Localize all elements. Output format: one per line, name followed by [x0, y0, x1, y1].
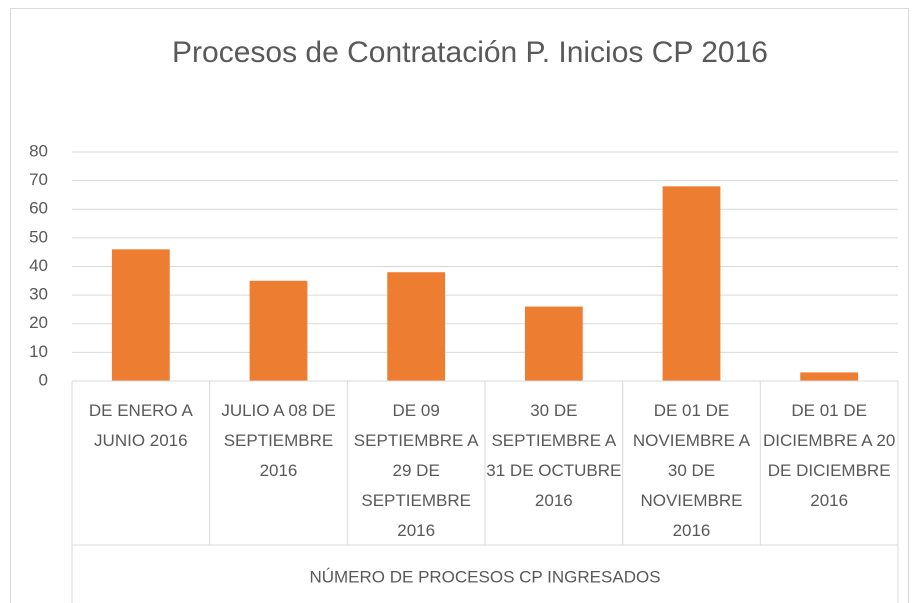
x-tick-label-box: DE 01 DE NOVIEMBRE A 30 DE NOVIEMBRE 201…	[632, 401, 751, 540]
bar	[111, 249, 170, 381]
y-tick-label: 70	[29, 170, 48, 189]
x-tick-label: DE 09 SEPTIEMBRE A 29 DE SEPTIEMBRE 2016	[353, 401, 479, 540]
bar	[387, 272, 446, 381]
bar	[524, 306, 583, 381]
x-tick-label: DE 01 DE DICIEMBRE A 20 DE DICIEMBRE 201…	[763, 401, 896, 510]
y-tick-label: 30	[29, 285, 48, 304]
x-tick-label-box: DE 09 SEPTIEMBRE A 29 DE SEPTIEMBRE 2016	[353, 401, 479, 540]
x-group-label: NÚMERO DE PROCESOS CP INGRESADOS	[309, 567, 660, 586]
chart-title: Procesos de Contratación P. Inicios CP 2…	[172, 36, 768, 69]
x-tick-label: 30 DE SEPTIEMBRE A 31 DE OCTUBRE 2016	[486, 401, 622, 510]
y-tick-label: 40	[29, 256, 48, 275]
y-tick-label: 10	[29, 342, 48, 361]
bar	[249, 280, 308, 381]
y-tick-label: 20	[29, 313, 48, 332]
x-tick-label-box: DE 01 DE DICIEMBRE A 20 DE DICIEMBRE 201…	[763, 401, 896, 510]
x-tick-label-box: DE ENERO A JUNIO 2016	[88, 401, 193, 450]
bar	[662, 186, 721, 381]
x-tick-label-box: JULIO A 08 DE SEPTIEMBRE 2016	[221, 401, 336, 480]
y-tick-label: 0	[39, 370, 48, 389]
bar	[800, 372, 859, 381]
y-tick-label: 50	[29, 227, 48, 246]
y-tick-label: 80	[29, 141, 48, 160]
x-tick-label-box: 30 DE SEPTIEMBRE A 31 DE OCTUBRE 2016	[486, 401, 622, 510]
x-tick-label: DE 01 DE NOVIEMBRE A 30 DE NOVIEMBRE 201…	[632, 401, 751, 540]
x-tick-label: JULIO A 08 DE SEPTIEMBRE 2016	[221, 401, 336, 480]
x-tick-label: DE ENERO A JUNIO 2016	[88, 401, 193, 450]
y-tick-label: 60	[29, 199, 48, 218]
